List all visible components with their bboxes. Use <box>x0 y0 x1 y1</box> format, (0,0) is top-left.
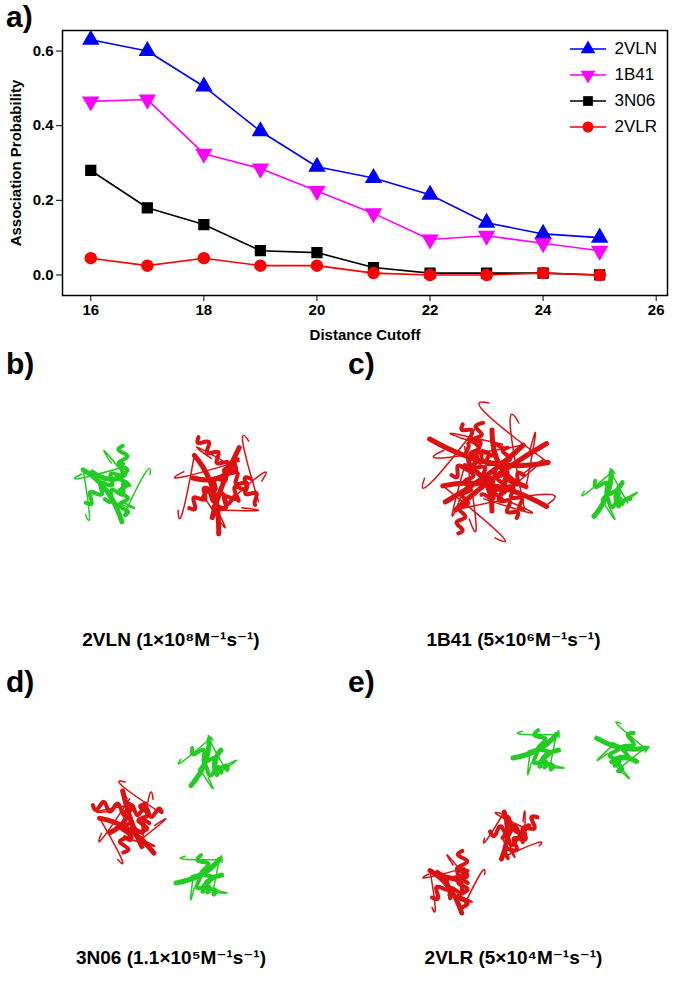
svg-text:20: 20 <box>309 301 326 318</box>
svg-text:0.6: 0.6 <box>33 42 54 59</box>
html-text:b): b) <box>6 347 35 380</box>
svg-text:Association Probability: Association Probability <box>7 79 24 246</box>
html-text:a): a) <box>6 0 33 33</box>
svg-text:0.2: 0.2 <box>33 191 54 208</box>
html-text:2VLR (5×10⁴M⁻¹s⁻¹): 2VLR (5×10⁴M⁻¹s⁻¹) <box>424 947 603 968</box>
html-text:d): d) <box>6 665 35 698</box>
html-text:1B41 (5×10⁶M⁻¹s⁻¹): 1B41 (5×10⁶M⁻¹s⁻¹) <box>426 629 601 650</box>
html-text:e): e) <box>348 665 375 698</box>
svg-text:16: 16 <box>82 301 99 318</box>
html-text:2VLR: 2VLR <box>614 117 657 136</box>
svg-text:24: 24 <box>535 301 552 318</box>
html-text:3N06 (1.1×10⁵M⁻¹s⁻¹): 3N06 (1.1×10⁵M⁻¹s⁻¹) <box>76 947 266 968</box>
svg-text:0.0: 0.0 <box>33 266 54 283</box>
svg-text:18: 18 <box>196 301 213 318</box>
html-text:3N06: 3N06 <box>614 91 656 110</box>
svg-text:0.4: 0.4 <box>33 116 55 133</box>
html-text:2VLN (1×10⁸M⁻¹s⁻¹): 2VLN (1×10⁸M⁻¹s⁻¹) <box>82 629 260 650</box>
svg-text:22: 22 <box>422 301 439 318</box>
html-text:2VLN: 2VLN <box>614 39 657 58</box>
html-text:1B41: 1B41 <box>614 65 655 84</box>
svg-text:26: 26 <box>648 301 665 318</box>
html-text:c): c) <box>348 347 375 380</box>
svg-text:Distance Cutoff: Distance Cutoff <box>310 326 422 343</box>
